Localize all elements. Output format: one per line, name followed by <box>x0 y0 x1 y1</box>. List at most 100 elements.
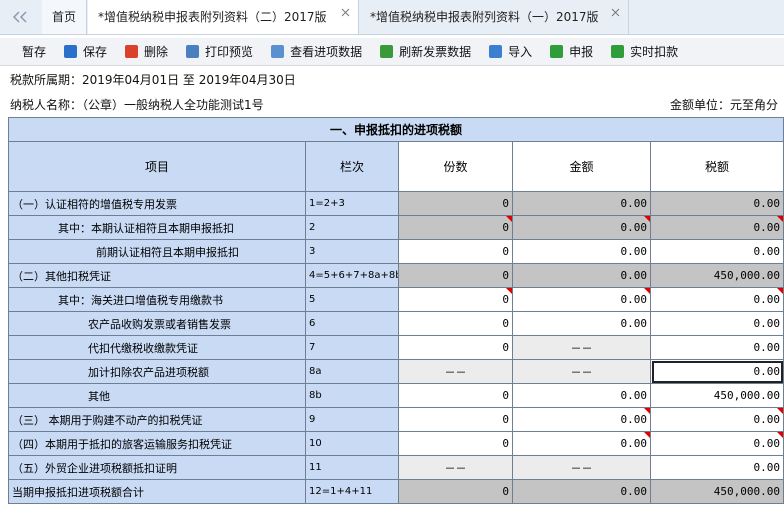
tab[interactable]: *增值税纳税申报表附列资料（一）2017版 <box>360 0 629 34</box>
value-cell[interactable]: 0 <box>398 431 513 456</box>
line-code: 10 <box>305 431 399 456</box>
toolbar-button[interactable]: 暂存 <box>22 43 46 60</box>
value-cell: 450,000.00 <box>649 479 784 504</box>
value-cell: 0 <box>398 479 513 504</box>
table-row: （一）认证相符的增值税专用发票 1=2+3 0 0.00 0.00 <box>8 191 784 216</box>
value-cell: 0.00 <box>512 215 651 240</box>
tab-bar: 首页 *增值税纳税申报表附列资料（二）2017版 *增值税纳税申报表附列资料（一… <box>0 0 784 35</box>
value-cell[interactable]: 450,000.00 <box>649 383 784 408</box>
column-header: 份数 <box>398 141 513 192</box>
value-cell[interactable]: 0 <box>398 311 513 336</box>
item-label: （三） 本期用于购建不动产的扣税凭证 <box>8 407 306 432</box>
toolbar-button[interactable]: 查看进项数据 <box>271 43 362 60</box>
toolbar-button[interactable]: 删除 <box>125 43 168 60</box>
value-cell[interactable]: 0.00 <box>649 311 784 336</box>
section-title: 一、申报抵扣的进项税额 <box>7 117 784 142</box>
toolbar: 暂存 保存 删除 打印预览 查看进项数据 刷新发票数据 导入 申报 实时扣款 <box>0 38 784 66</box>
button-label: 刷新发票数据 <box>399 45 472 59</box>
toolbar-button[interactable]: 导入 <box>489 43 532 60</box>
value-cell[interactable]: 0.00 <box>512 311 651 336</box>
button-icon <box>550 45 564 58</box>
value-cell[interactable]: 0 <box>398 335 513 360</box>
value-cell: －－ <box>512 335 651 360</box>
value-cell[interactable]: 0.00 <box>512 407 651 432</box>
close-tab[interactable] <box>611 8 620 17</box>
header-row: 项目 栏次 份数 金额 税额 <box>8 141 784 192</box>
value-cell[interactable]: 0.00 <box>512 383 651 408</box>
line-code: 1=2+3 <box>305 191 399 216</box>
item-label: （二）其他扣税凭证 <box>8 263 306 288</box>
toolbar-button[interactable]: 保存 <box>64 43 107 60</box>
line-code: 2 <box>305 215 399 240</box>
table-row: 加计扣除农产品进项税额 8a －－ －－ 0.00 <box>8 359 784 384</box>
value-cell[interactable]: 0.00 <box>649 431 784 456</box>
value-cell: 0.00 <box>512 191 651 216</box>
value-cell: 0.00 <box>649 191 784 216</box>
value-cell[interactable]: 0.00 <box>512 431 651 456</box>
button-label: 打印预览 <box>205 45 254 59</box>
table-row: 前期认证相符且本期申报抵扣 3 0 0.00 0.00 <box>8 239 784 264</box>
table-row: （四）本期用于抵扣的旅客运输服务扣税凭证 10 0 0.00 0.00 <box>8 431 784 456</box>
button-icon <box>186 45 200 58</box>
tax-period: 税款所属期：2019年04月01日 至 2019年04月30日 <box>10 73 296 87</box>
table-row: 其中：海关进口增值税专用缴款书 5 0 0.00 0.00 <box>8 287 784 312</box>
item-label: （四）本期用于抵扣的旅客运输服务扣税凭证 <box>8 431 306 456</box>
item-label: 加计扣除农产品进项税额 <box>8 359 306 384</box>
column-header: 金额 <box>512 141 651 192</box>
line-code: 8a <box>305 359 399 384</box>
table-row: 代扣代缴税收缴款凭证 7 0 －－ 0.00 <box>8 335 784 360</box>
value-cell[interactable]: 0.00 <box>649 287 784 312</box>
toolbar-button[interactable]: 打印预览 <box>186 43 253 60</box>
item-label: 其中：海关进口增值税专用缴款书 <box>8 287 306 312</box>
item-label: （五）外贸企业进项税额抵扣证明 <box>8 455 306 480</box>
value-cell[interactable]: 0.00 <box>512 287 651 312</box>
value-cell[interactable]: 0 <box>398 383 513 408</box>
close-tab[interactable] <box>341 8 350 17</box>
value-cell[interactable]: 0.00 <box>649 239 784 264</box>
line-code: 4=5+6+7+8a+8b <box>305 263 399 288</box>
value-cell[interactable]: 0.00 <box>512 239 651 264</box>
declaration-table: 一、申报抵扣的进项税额 项目 栏次 份数 金额 税额 （一）认证相符的增值税专用发票 1=2… <box>7 117 784 504</box>
table-row: （三） 本期用于购建不动产的扣税凭证 9 0 0.00 0.00 <box>8 407 784 432</box>
value-cell: 0 <box>398 191 513 216</box>
value-cell[interactable]: 0.00 <box>649 455 784 480</box>
table-row: （二）其他扣税凭证 4=5+6+7+8a+8b 0 0.00 450,000.00 <box>8 263 784 288</box>
button-label: 删除 <box>144 45 169 59</box>
button-icon <box>271 45 285 58</box>
button-label: 实时扣款 <box>630 45 679 59</box>
button-icon <box>64 45 78 58</box>
line-code: 3 <box>305 239 399 264</box>
item-label: 当期申报抵扣进项税额合计 <box>8 479 306 504</box>
item-label: 农产品收购发票或者销售发票 <box>8 311 306 336</box>
line-code: 9 <box>305 407 399 432</box>
value-cell: 450,000.00 <box>649 263 784 288</box>
line-code: 8b <box>305 383 399 408</box>
line-code: 12=1+4+11 <box>305 479 399 504</box>
value-cell: －－ <box>398 455 513 480</box>
value-cell[interactable]: 0 <box>398 239 513 264</box>
line-code: 11 <box>305 455 399 480</box>
toolbar-button[interactable]: 刷新发票数据 <box>380 43 471 60</box>
value-cell[interactable]: 0.00 <box>649 407 784 432</box>
toolbar-button[interactable]: 实时扣款 <box>611 43 678 60</box>
column-header: 栏次 <box>305 141 399 192</box>
line-code: 6 <box>305 311 399 336</box>
button-icon <box>611 45 625 58</box>
table-row: 其中：本期认证相符且本期申报抵扣 2 0 0.00 0.00 <box>8 215 784 240</box>
scroll-left[interactable] <box>12 11 28 23</box>
toolbar-button[interactable]: 申报 <box>550 43 593 60</box>
value-cell[interactable]: 0 <box>398 287 513 312</box>
button-label: 保存 <box>83 45 108 59</box>
table-row: 其他 8b 0 0.00 450,000.00 <box>8 383 784 408</box>
value-cell[interactable]: 0.00 <box>649 359 784 384</box>
value-cell: －－ <box>398 359 513 384</box>
button-label: 申报 <box>569 45 594 59</box>
button-icon <box>380 45 394 58</box>
item-label: 前期认证相符且本期申报抵扣 <box>8 239 306 264</box>
value-cell[interactable]: 0 <box>398 407 513 432</box>
tab-home[interactable]: 首页 <box>42 0 88 34</box>
value-cell[interactable]: 0.00 <box>649 335 784 360</box>
tab[interactable]: *增值税纳税申报表附列资料（二）2017版 <box>88 0 359 34</box>
table-row: （五）外贸企业进项税额抵扣证明 11 －－ －－ 0.00 <box>8 455 784 480</box>
